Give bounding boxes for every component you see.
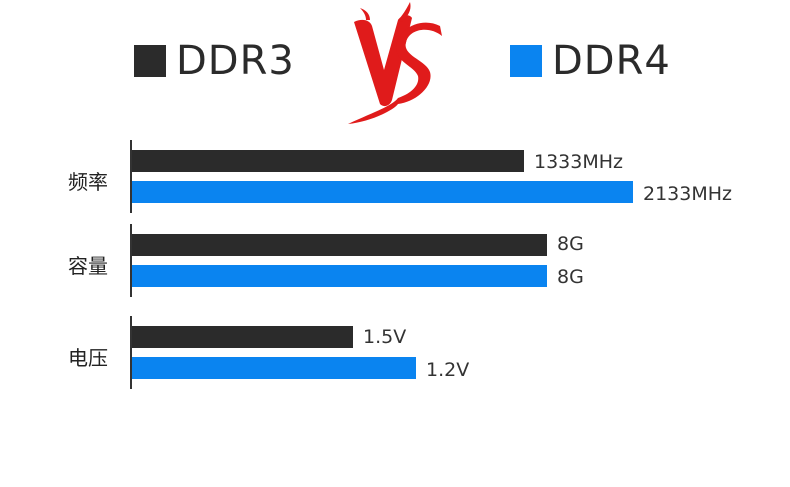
vs-logo-v bbox=[354, 15, 412, 107]
bar-ddr3 bbox=[132, 150, 524, 172]
bar-ddr4 bbox=[132, 357, 416, 379]
data-label: 1.5V bbox=[363, 326, 407, 348]
vs-logo-flare bbox=[360, 2, 411, 22]
bar-ddr4 bbox=[132, 181, 633, 203]
vs-logo bbox=[348, 2, 442, 124]
bar-ddr3 bbox=[132, 234, 547, 256]
legend-item-ddr3: DDR3 bbox=[134, 36, 295, 86]
data-label: 8G bbox=[557, 266, 584, 288]
legend-swatch-ddr4 bbox=[510, 45, 542, 77]
category-label: 容量 bbox=[68, 254, 108, 278]
category-label: 电压 bbox=[68, 346, 108, 370]
vs-logo-s bbox=[348, 22, 442, 124]
data-label: 8G bbox=[557, 233, 584, 255]
category-label: 频率 bbox=[68, 170, 108, 194]
category-axis-line bbox=[130, 316, 132, 389]
legend-swatch-ddr3 bbox=[134, 45, 166, 77]
legend-item-ddr4: DDR4 bbox=[510, 36, 671, 86]
data-label: 1.2V bbox=[426, 359, 470, 381]
data-label: 2133MHz bbox=[643, 183, 733, 205]
legend-label-ddr4: DDR4 bbox=[552, 38, 671, 84]
data-label: 1333MHz bbox=[534, 151, 624, 173]
category-axis-line bbox=[130, 224, 132, 297]
legend-label-ddr3: DDR3 bbox=[176, 38, 295, 84]
bar-ddr3 bbox=[132, 326, 353, 348]
category-axis-line bbox=[130, 140, 132, 213]
bar-ddr4 bbox=[132, 265, 547, 287]
